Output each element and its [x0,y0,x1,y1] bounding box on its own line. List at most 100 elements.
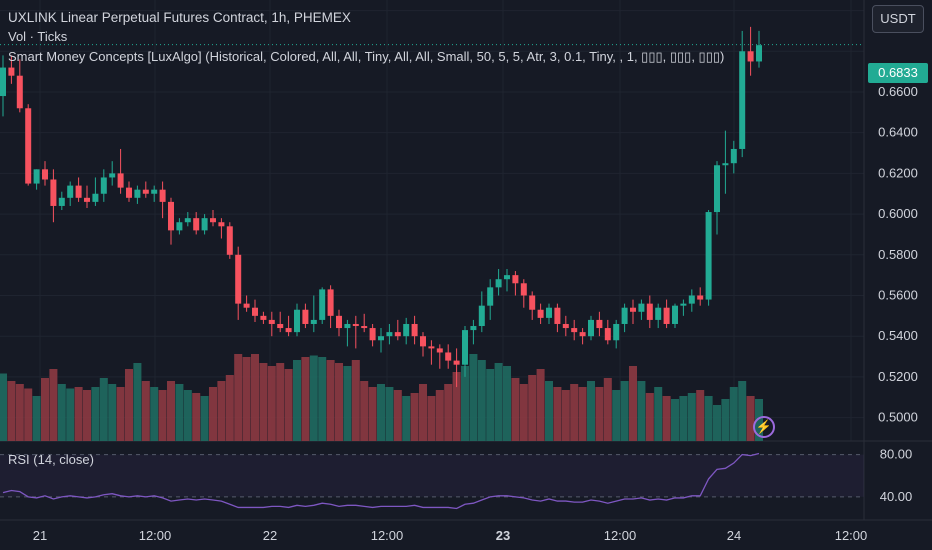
volume-bar [377,384,385,441]
volume-bar [721,399,730,441]
candle-body [336,315,342,329]
indicator-legend[interactable]: Smart Money Concepts [LuxAlgo] (Historic… [8,49,725,64]
volume-bar [746,396,755,441]
price-tick-label: 0.5800 [878,247,918,262]
candle-body [210,218,216,223]
candle-body [688,295,695,304]
volume-bar [545,381,553,441]
candle-body [756,45,762,62]
volume-bar [276,363,285,441]
candle-body [252,307,258,316]
candle-body [243,303,250,308]
candle-body [344,323,351,329]
volume-bar [242,357,251,441]
volume-bar [326,360,335,441]
candle-body [184,218,191,223]
candle-body [739,51,746,149]
volume-bar [477,360,486,441]
volume-bar [427,396,436,441]
volume-bar [486,369,495,441]
time-tick-label: 12:00 [835,528,868,543]
candle-body [50,179,57,206]
volume-bar [225,375,234,441]
volume-bar [41,378,49,441]
volume-bar [125,369,133,441]
candle-body [84,197,90,202]
volume-bar [536,369,545,441]
lightning-icon[interactable]: ⚡ [753,416,775,438]
candle-body [697,295,704,300]
volume-bar [24,388,33,441]
volume-bar [511,378,520,441]
time-tick-label: 12:00 [371,528,404,543]
candle-body [747,51,754,62]
volume-bar [385,387,394,441]
volume-bar [671,399,679,441]
candle-body [16,75,23,109]
volume-bar [528,375,537,441]
candle-body [327,289,334,316]
volume-bar [662,396,671,441]
candle-body [285,328,292,333]
time-tick-label: 22 [263,528,277,543]
candle-body [705,212,712,300]
candle-body [42,169,48,180]
candle-body [126,187,132,198]
volume-bar [595,387,604,441]
candle-body [495,279,502,288]
price-tick-label: 0.5400 [878,328,918,343]
candle-body [159,189,166,202]
candle-body [546,307,552,318]
candle-body [680,303,687,306]
volume-bar [83,390,91,441]
volume-bar [57,384,66,441]
volume-bar [402,396,411,441]
volume-bar [66,388,75,441]
rsi-legend[interactable]: RSI (14, close) [8,452,94,467]
candle-body [621,307,628,324]
volume-bar [738,381,747,441]
candle-body [588,319,594,337]
volume-bar [629,366,637,441]
volume-bar [318,357,327,441]
candle-body [8,67,15,76]
candle-body [100,177,107,194]
volume-legend[interactable]: Vol · Ticks [8,29,68,44]
candle-body [294,309,300,333]
candle-body [277,323,284,329]
volume-bar [654,387,663,441]
volume-bar [32,396,41,441]
volume-bar [259,363,268,441]
candle-body [596,319,603,329]
volume-bar [167,381,175,441]
currency-button[interactable]: USDT [872,5,924,33]
volume-bar [74,387,83,441]
volume-bar [393,390,402,441]
candle-body [403,323,410,337]
volume-bar [561,390,570,441]
price-tick-label: 0.5600 [878,287,918,302]
candle-body [436,348,443,353]
volume-bar [637,381,646,441]
current-price-badge: 0.6833 [868,63,928,83]
symbol-title[interactable]: UXLINK Linear Perpetual Futures Contract… [8,10,351,25]
price-tick-label: 0.5000 [878,410,918,425]
volume-bar [461,366,469,441]
candle-body [67,185,74,198]
volume-bar [108,384,117,441]
volume-bar [645,393,654,441]
price-tick-label: 0.6600 [878,84,918,99]
volume-bar [494,363,503,441]
candle-body [613,323,620,341]
candle-body [420,336,426,347]
candle-body [33,169,40,184]
volume-bar [335,363,343,441]
volume-bar [679,396,688,441]
volume-bar [0,373,7,441]
candle-body [470,326,477,331]
candle-body [672,305,678,324]
candle-body [630,307,636,312]
candle-body [151,189,158,194]
volume-bar [175,384,184,441]
